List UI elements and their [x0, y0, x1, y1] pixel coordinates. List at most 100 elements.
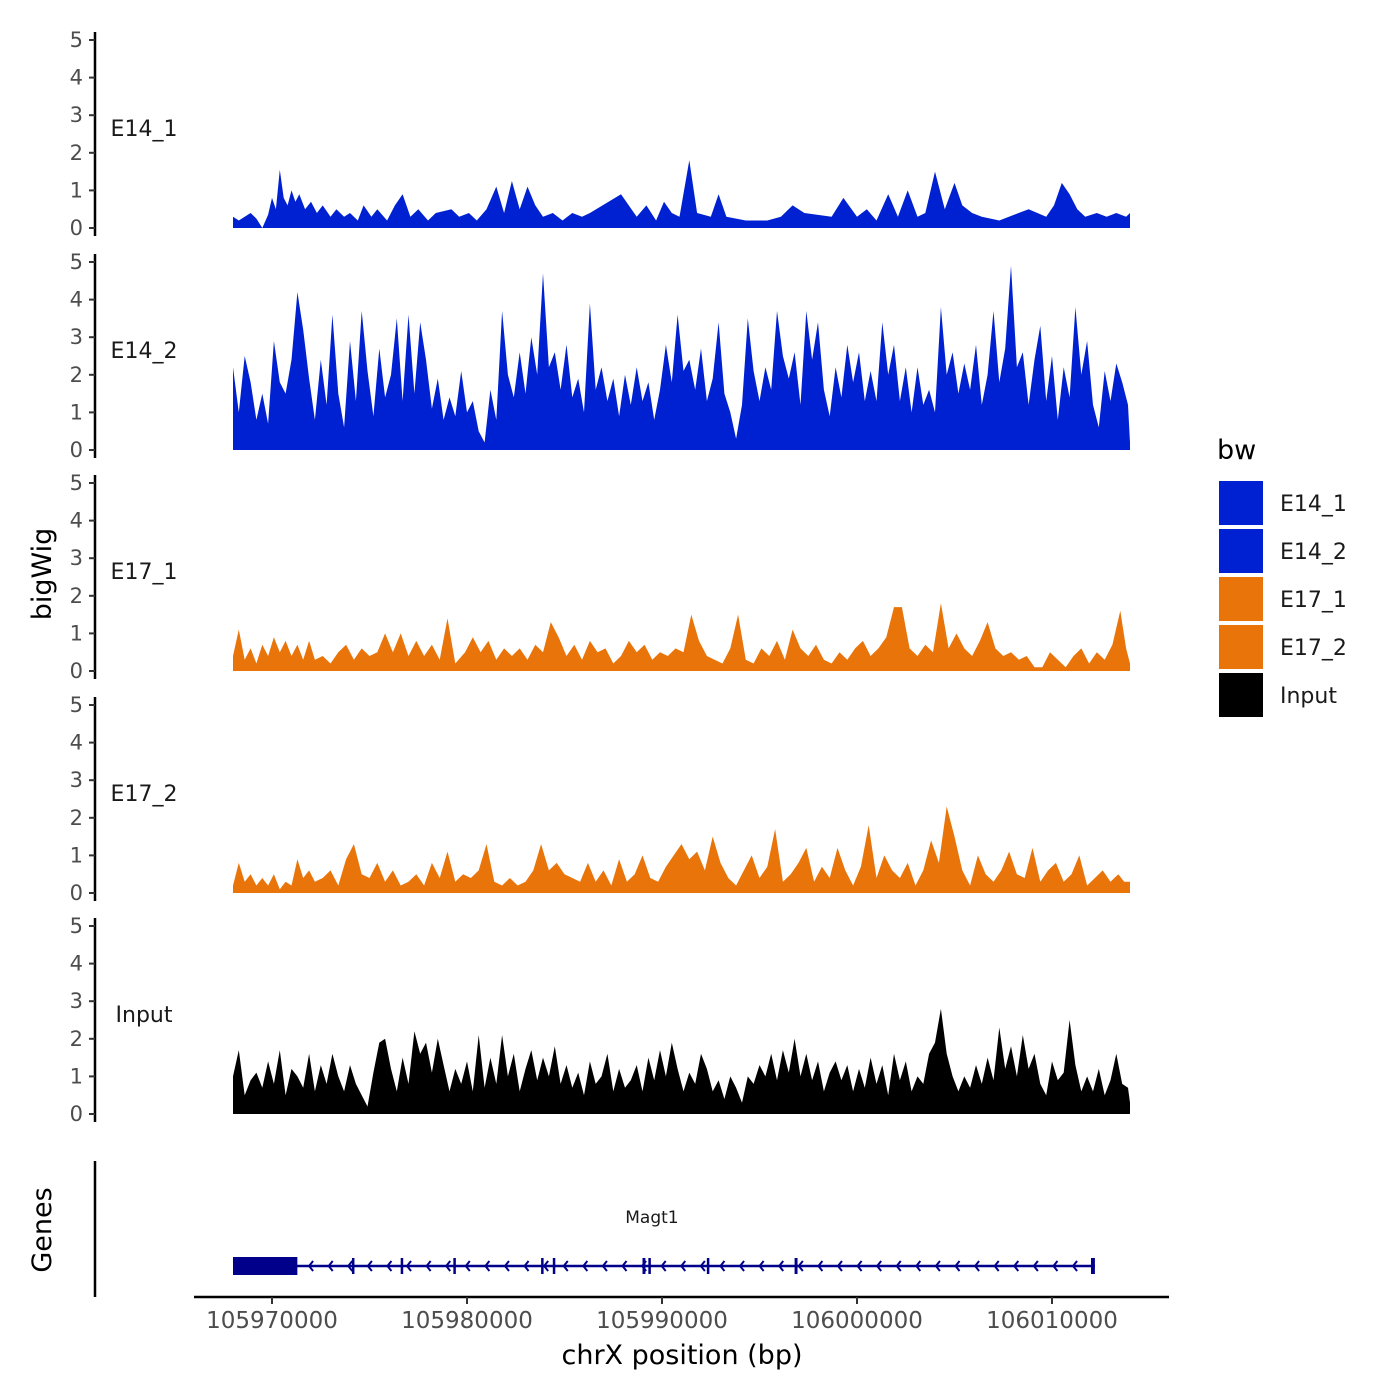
- strand-arrow: [562, 1260, 569, 1272]
- strand-arrow: [797, 1260, 804, 1272]
- strand-arrow: [1013, 1260, 1020, 1272]
- signal-area-E17_1: [233, 603, 1130, 671]
- strand-arrow: [699, 1260, 706, 1272]
- x-tick-label: 106010000: [986, 1308, 1118, 1334]
- y-tick-label: 5: [70, 471, 83, 495]
- x-axis: 105970000 105980000 105990000 106000000 1060…: [194, 1295, 1169, 1334]
- track-label: E17_2: [111, 782, 178, 807]
- track-E14_1: 0 1 2 3 4 5 E14_1: [70, 28, 1130, 240]
- y-tick-label: 3: [70, 103, 83, 127]
- y-tick-label: 4: [70, 952, 83, 976]
- signal-area-E14_1: [233, 160, 1130, 228]
- gene-exon: [351, 1258, 355, 1274]
- track-label: E14_1: [111, 117, 178, 142]
- legend-entry-E17_2: E17_2: [1219, 625, 1347, 669]
- track-E17_1: 0 1 2 3 4 5 E17_1: [70, 471, 1130, 683]
- legend-swatch: [1219, 673, 1263, 717]
- strand-arrow: [973, 1260, 980, 1272]
- signal-area-E17_2: [233, 806, 1130, 893]
- gene-exon: [794, 1258, 798, 1274]
- strand-arrow: [680, 1260, 687, 1272]
- y-tick-label: 4: [70, 66, 83, 90]
- gene-exon: [642, 1258, 646, 1274]
- legend-label: E14_2: [1280, 540, 1347, 565]
- strand-arrow: [386, 1260, 393, 1272]
- x-tick-label: 105990000: [596, 1308, 728, 1334]
- strand-arrow: [1032, 1260, 1039, 1272]
- genes-axis-title: Genes: [27, 1187, 58, 1272]
- y-tick-label: 1: [70, 1064, 83, 1088]
- legend-entry-E14_2: E14_2: [1219, 529, 1347, 573]
- y-tick-label: 0: [70, 1102, 83, 1126]
- legend-label: Input: [1280, 684, 1337, 709]
- legend-entry-E17_1: E17_1: [1219, 577, 1347, 621]
- signal-tracks: 0 1 2 3 4 5 E14_1 0 1 2 3 4 5 E14_2 0 1 2 3 4 5 E17_1 0 1 2 3 4 5 E…: [70, 28, 1130, 1126]
- y-tick-label: 1: [70, 178, 83, 202]
- y-tick-label: 4: [70, 731, 83, 755]
- y-tick-label: 2: [70, 584, 83, 608]
- strand-arrow: [405, 1260, 412, 1272]
- strand-arrow: [307, 1260, 314, 1272]
- strand-arrow: [758, 1260, 765, 1272]
- y-tick-label: 0: [70, 881, 83, 905]
- strand-arrow: [934, 1260, 941, 1272]
- legend-entry-Input: Input: [1219, 673, 1337, 717]
- y-tick-label: 0: [70, 216, 83, 240]
- genes-panel: Magt1: [93, 1161, 1095, 1297]
- strand-arrow: [542, 1260, 549, 1272]
- legend-swatch: [1219, 625, 1263, 669]
- y-tick-label: 0: [70, 438, 83, 462]
- strand-arrow: [856, 1260, 863, 1272]
- strand-arrow: [1052, 1260, 1059, 1272]
- x-tick-label: 105970000: [206, 1308, 338, 1334]
- legend-label: E17_1: [1280, 588, 1347, 613]
- strand-arrow: [719, 1260, 726, 1272]
- y-tick-label: 3: [70, 989, 83, 1013]
- track-E17_2: 0 1 2 3 4 5 E17_2: [70, 693, 1130, 905]
- track-Input: 0 1 2 3 4 5 Input: [70, 914, 1130, 1126]
- x-tick-label: 106000000: [791, 1308, 923, 1334]
- strand-arrow: [895, 1260, 902, 1272]
- strand-arrow: [582, 1260, 589, 1272]
- strand-arrow: [1071, 1260, 1078, 1272]
- strand-arrow: [503, 1260, 510, 1272]
- gene-exon: [400, 1258, 404, 1274]
- y-tick-label: 4: [70, 288, 83, 312]
- y-tick-label: 2: [70, 806, 83, 830]
- track-label: E17_1: [111, 560, 178, 585]
- legend-swatch: [1219, 577, 1263, 621]
- gene-exon: [1091, 1258, 1095, 1274]
- y-tick-label: 1: [70, 400, 83, 424]
- strand-arrow: [346, 1260, 354, 1272]
- track-label: Input: [116, 1003, 173, 1028]
- y-tick-label: 3: [70, 768, 83, 792]
- strand-arrow: [444, 1260, 452, 1272]
- legend-title: bw: [1217, 435, 1256, 466]
- y-tick-label: 5: [70, 250, 83, 274]
- y-tick-label: 5: [70, 914, 83, 938]
- x-tick-label: 105980000: [401, 1308, 533, 1334]
- strand-arrow: [660, 1260, 667, 1272]
- y-tick-label: 2: [70, 363, 83, 387]
- legend-label: E17_2: [1280, 636, 1347, 661]
- strand-arrow: [601, 1260, 608, 1272]
- strand-arrow: [484, 1260, 491, 1272]
- gene-exon: [233, 1257, 298, 1275]
- legend-swatch: [1219, 481, 1263, 525]
- strand-arrow: [993, 1260, 1000, 1272]
- gene-label: Magt1: [625, 1208, 678, 1228]
- gene-exon: [648, 1258, 651, 1274]
- strand-arrow: [817, 1260, 824, 1272]
- gene-exon: [552, 1258, 556, 1274]
- y-axis-title: bigWig: [27, 528, 58, 621]
- y-tick-label: 5: [70, 28, 83, 52]
- strand-arrow: [523, 1260, 530, 1272]
- legend-entry-E14_1: E14_1: [1219, 481, 1347, 525]
- strand-arrow: [738, 1260, 745, 1272]
- strand-arrow: [621, 1260, 628, 1272]
- legend-label: E14_1: [1280, 492, 1347, 517]
- gene-Magt1: Magt1: [233, 1208, 1095, 1275]
- signal-area-E14_2: [233, 265, 1130, 450]
- track-label: E14_2: [111, 339, 178, 364]
